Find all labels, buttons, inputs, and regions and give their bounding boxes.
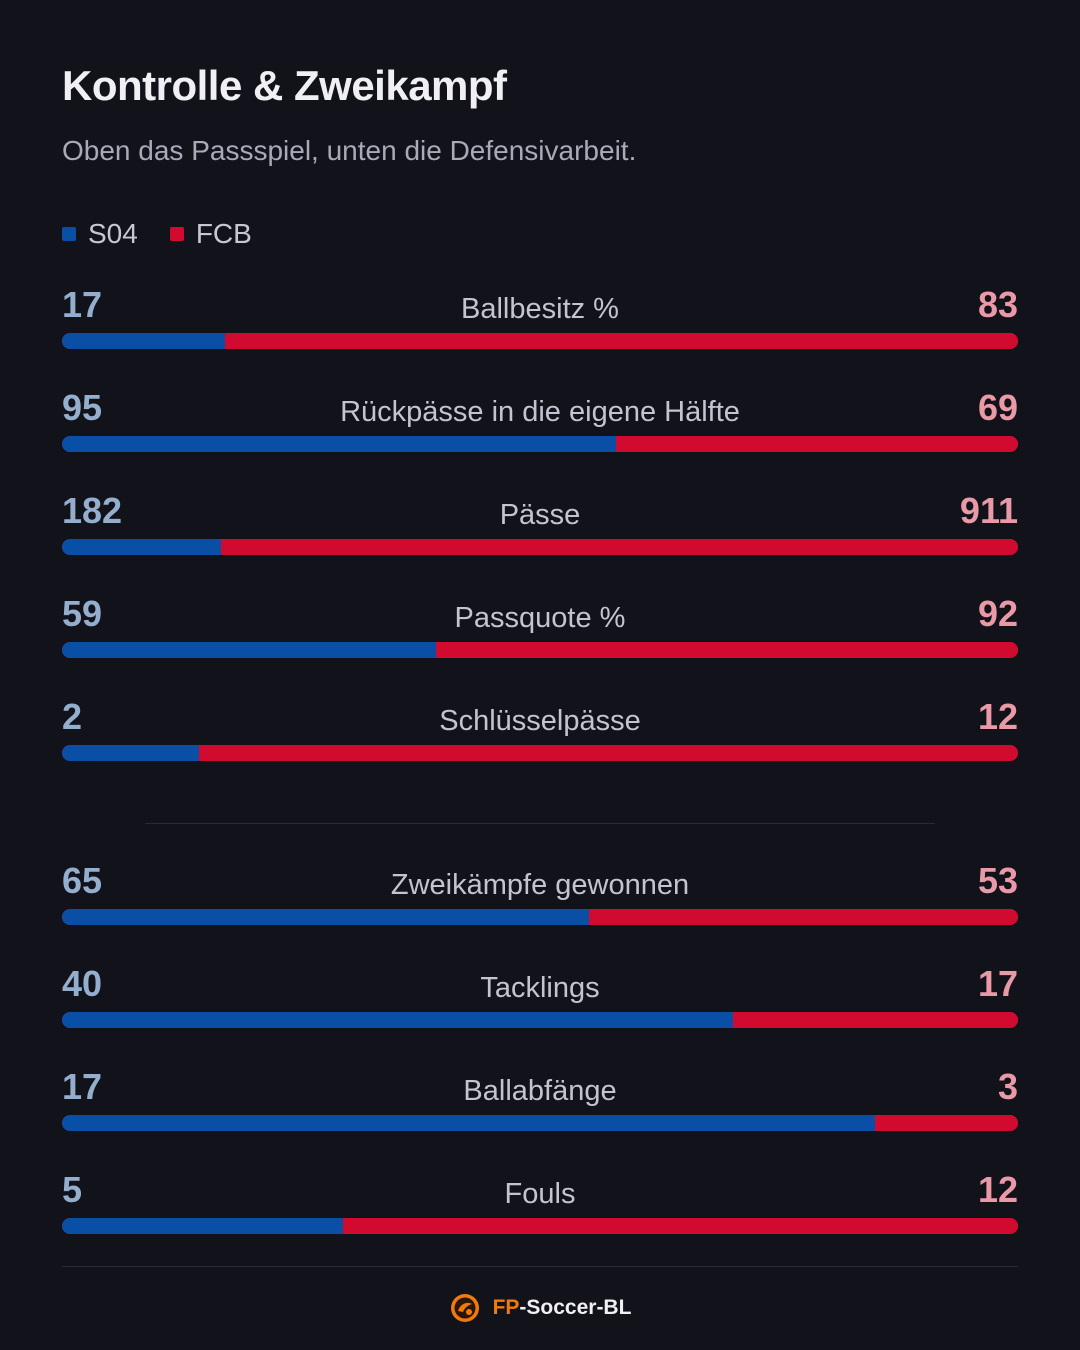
brand-prefix: FP [492,1296,520,1319]
footer-brand: FP -Soccer-BL [0,1292,1080,1324]
stat-bar-away [874,1115,1018,1131]
stat-value-away: 92 [977,593,1018,634]
stat-value-away: 69 [977,387,1018,428]
section-divider [145,823,935,824]
stat-label: Ballabfänge [463,1075,617,1107]
stat-bar-home [62,1115,875,1131]
stat-bar-away [732,1012,1018,1028]
stat-bar-home [62,1012,733,1028]
stat-value-home: 40 [62,963,103,1004]
stat-bar [62,436,1018,452]
stat-bar [62,1012,1018,1028]
chart-title: Kontrolle & Zweikampf [62,62,507,109]
stat-value-home: 17 [62,1066,103,1107]
stat-bar-away [198,745,1018,761]
stat-bar-home [62,436,616,452]
legend-label-away: FCB [195,218,252,249]
chart-subtitle: Oben das Passspiel, unten die Defensivar… [62,135,637,166]
stat-value-home: 59 [62,593,103,634]
soccer-ball-logo-icon [450,1294,479,1322]
stat-label: Rückpässe in die eigene Hälfte [340,396,740,428]
stat-label: Passquote % [454,602,626,634]
stat-label: Fouls [504,1178,576,1210]
stat-bar-home [62,745,199,761]
stat-value-away: 12 [977,1169,1018,1210]
stat-value-home: 65 [62,860,103,901]
stat-bar-home [62,333,225,349]
stat-row: 2 Schlüsselpässe 12 [62,697,1018,777]
stat-value-away: 17 [977,963,1018,1004]
stat-bar-away [615,436,1018,452]
stat-bar-home [62,909,589,925]
stat-bar [62,333,1018,349]
stat-value-away: 12 [977,696,1018,737]
stat-row: 5 Fouls 12 [62,1170,1018,1250]
stat-row: 65 Zweikämpfe gewonnen 53 [62,861,1018,941]
stat-label: Pässe [499,499,581,531]
stat-row: 95 Rückpässe in die eigene Hälfte 69 [62,388,1018,468]
stat-value-away: 911 [959,490,1018,531]
stat-bar-home [62,642,436,658]
stat-row: 17 Ballbesitz % 83 [62,285,1018,365]
stat-value-home: 95 [62,387,103,428]
stat-value-away: 83 [977,284,1018,325]
legend-item-home: S04 [62,218,138,250]
stat-bar-home [62,1218,344,1234]
stat-row: 17 Ballabfänge 3 [62,1067,1018,1147]
stat-bar-away [435,642,1018,658]
stat-label: Zweikämpfe gewonnen [390,869,690,901]
stat-value-away: 53 [977,860,1018,901]
stat-bar [62,909,1018,925]
stat-bar-home [62,539,222,555]
stat-value-home: 17 [62,284,103,325]
stat-row: 182 Pässe 911 [62,491,1018,571]
stat-bar-away [224,333,1018,349]
legend: S04 FCB [62,218,284,250]
stat-bar-away [588,909,1018,925]
stat-bar [62,1218,1018,1234]
footer-divider [62,1266,1018,1267]
brand-suffix: -Soccer-BL [519,1296,632,1319]
stat-bar-away [221,539,1018,555]
legend-label-home: S04 [88,218,138,249]
stat-value-home: 5 [62,1169,83,1210]
stat-row: 59 Passquote % 92 [62,594,1018,674]
stat-bar-away [343,1218,1018,1234]
stat-value-home: 182 [62,490,123,531]
stat-value-home: 2 [62,696,83,737]
legend-item-away: FCB [169,218,252,250]
stat-label: Ballbesitz % [461,293,619,325]
stat-bar [62,1115,1018,1131]
stat-row: 40 Tacklings 17 [62,964,1018,1044]
stat-bar [62,539,1018,555]
stat-bar [62,642,1018,658]
legend-swatch-home [62,227,76,241]
stat-label: Tacklings [480,972,600,1004]
stat-value-away: 3 [997,1066,1018,1107]
legend-swatch-away [169,227,184,241]
stat-label: Schlüsselpässe [439,705,641,737]
stat-bar [62,745,1018,761]
